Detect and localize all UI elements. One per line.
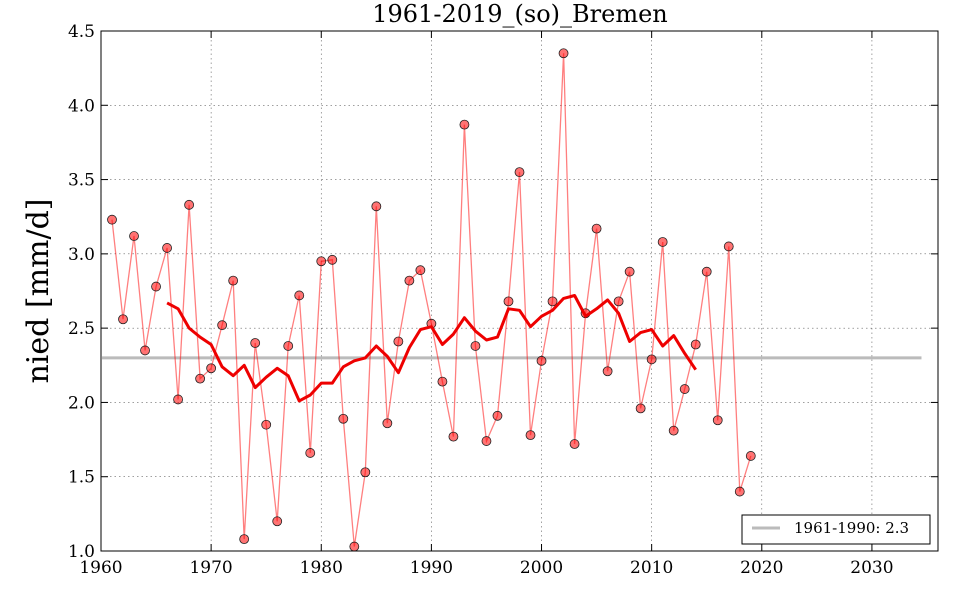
annual-data-point [107,214,117,225]
annual-data-point [228,275,239,286]
annual-data-point [415,265,426,276]
annual-data-point [503,296,514,307]
y-tick-label: 4.5 [68,22,95,42]
annual-data-point [602,366,613,377]
x-tick-label: 2000 [520,558,563,578]
annual-data-point [173,394,183,405]
x-tick-label: 2030 [850,558,893,578]
annual-data-point [151,281,161,292]
annual-data-point [536,355,547,366]
y-tick-label: 1.0 [68,542,95,562]
annual-data-point [305,448,316,458]
annual-data-point [371,201,382,212]
annual-data-point [679,384,690,394]
annual-data-point [404,275,415,286]
annual-data-point [162,243,172,253]
x-tick-label: 2020 [740,558,783,578]
y-tick-label: 2.0 [68,393,95,413]
annual-data-point [393,336,404,347]
y-tick-label: 3.0 [68,245,95,265]
y-tick-label: 3.5 [68,171,95,191]
annual-data-point [217,320,228,331]
axis-ticks [100,30,938,552]
y-tick-labels: 1.0 1.5 2.0 2.5 3.0 3.5 4.0 4.5 [68,22,95,562]
annual-data-point [360,467,371,478]
x-tick-label: 1990 [410,558,453,578]
x-tick-label: 2010 [630,558,673,578]
moving-average-line [166,294,697,403]
annual-data-point [448,431,459,442]
annual-data-point [184,199,195,210]
annual-data-point [613,296,624,307]
annual-data-point [701,266,712,277]
legend: 1961-1990: 2.3 [741,514,931,545]
annual-data-point [195,373,206,384]
annual-data-point [261,419,272,430]
annual-data-point [723,241,734,252]
annual-data-point [668,425,679,436]
annual-data-point [558,48,569,59]
annual-data-point [437,376,448,387]
annual-data-point [547,296,558,307]
annual-data-point [283,341,294,351]
y-tick-label: 2.5 [68,319,95,339]
legend-reference-label: 1961-1990: 2.3 [794,519,909,537]
annual-data-point [206,363,217,374]
x-tick-labels: 1960 1970 1980 1990 2000 2010 2020 2030 [79,558,893,578]
annual-data-point [382,418,393,429]
annual-data-point [239,534,250,545]
annual-data-point [349,541,360,552]
annual-series [107,48,756,552]
annual-data-point [140,345,150,356]
annual-data-point [712,415,723,426]
annual-data-point [690,339,701,350]
annual-data-point [294,290,305,301]
annual-data-point [514,167,525,178]
x-tick-label: 1980 [300,558,343,578]
annual-data-point [470,341,481,351]
annual-data-point [129,231,139,241]
y-tick-label: 4.0 [68,96,95,116]
x-tick-label: 1970 [189,558,232,578]
y-tick-label: 1.5 [68,468,95,488]
annual-data-point [657,237,668,247]
moving-average-series [166,294,697,403]
annual-data-point [624,266,635,277]
annual-data-point [525,430,536,441]
annual-data-point [569,439,580,449]
annual-data-point [635,403,646,414]
annual-data-point [272,516,283,527]
chart-title: 1961-2019_(so)_Bremen [372,0,668,28]
plot-frame [100,30,939,552]
grid [101,31,938,551]
annual-data-point [591,223,602,234]
annual-data-point [745,451,756,461]
annual-data-point [481,436,492,446]
annual-data-point [459,119,470,130]
annual-data-point [646,354,657,365]
annual-data-point [338,413,349,424]
annual-data-point [118,314,128,325]
annual-data-point [316,256,327,267]
annual-data-point [734,486,745,497]
x-tick-label: 1960 [79,558,122,578]
annual-data-point [492,410,503,421]
annual-data-point [327,254,338,265]
y-axis-label: nied [mm/d] [21,198,56,383]
annual-data-point [250,338,261,348]
